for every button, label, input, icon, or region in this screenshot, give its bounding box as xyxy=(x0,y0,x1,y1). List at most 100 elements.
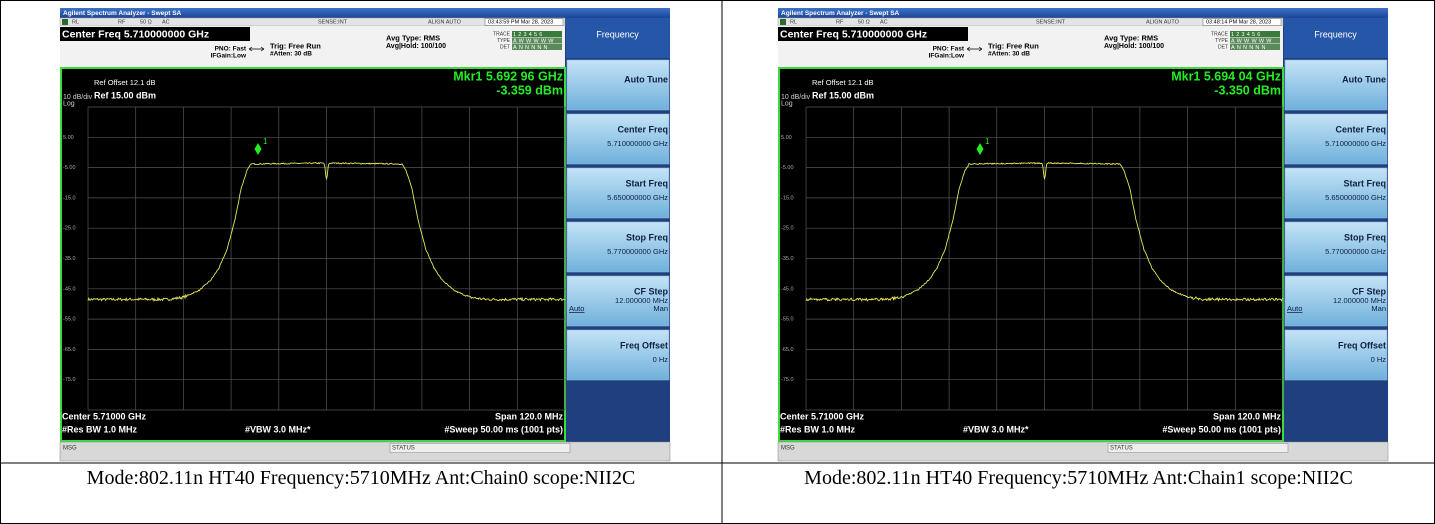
status-item: ALIGN AUTO xyxy=(1146,20,1180,26)
trig: Trig: Free Run xyxy=(988,41,1039,50)
msg: MSG xyxy=(63,446,77,452)
menu-button-label: Stop Freq xyxy=(1344,232,1386,242)
status-item: SENSE:INT xyxy=(1036,20,1066,26)
menu-button-man: Man xyxy=(1371,304,1386,313)
res-bw: #Res BW 1.0 MHz xyxy=(62,424,138,434)
marker-diamond xyxy=(254,143,262,155)
menu-button-value: 5.650000000 GHz xyxy=(607,193,668,202)
caption: Mode:802.11n HT40 Frequency:5710MHz Ant:… xyxy=(804,467,1353,489)
avg-type: Avg Type: RMS xyxy=(1104,33,1158,42)
trace-row-value: ANNNNN xyxy=(513,45,550,51)
menu-button-auto: Auto xyxy=(569,304,584,313)
title-bar xyxy=(778,8,1388,18)
status-item: ALIGN AUTO xyxy=(428,20,462,26)
res-bw: #Res BW 1.0 MHz xyxy=(780,424,856,434)
trace-row-label: TRACE xyxy=(493,31,511,37)
avg-hold: Avg|Hold: 100/100 xyxy=(1104,43,1164,50)
menu-button xyxy=(1284,59,1388,111)
trig: Trig: Free Run xyxy=(270,41,321,50)
center: Center 5.71000 GHz xyxy=(62,411,147,421)
marker-diamond xyxy=(976,143,984,155)
ref-level: Ref 15.00 dBm xyxy=(94,90,156,100)
y-label: -25.0 xyxy=(63,226,76,232)
menu-button xyxy=(1284,167,1388,219)
avg-type: Avg Type: RMS xyxy=(386,33,440,42)
menu-button-label: Center Freq xyxy=(1335,124,1386,134)
atten: #Atten: 30 dB xyxy=(988,51,1030,58)
menu-button-label: Auto Tune xyxy=(1342,74,1386,84)
status-box xyxy=(1107,443,1289,453)
marker-number: 1 xyxy=(985,137,990,146)
trace-row-value: ANNNNN xyxy=(1231,45,1268,51)
menu-button-label: Start Freq xyxy=(625,178,668,188)
center-freq: Center Freq 5.710000000 GHz xyxy=(780,28,927,40)
menu-button xyxy=(566,59,670,111)
trace-row-box xyxy=(512,44,562,50)
trace-row-label: DET xyxy=(1218,44,1228,50)
trace-row-box xyxy=(1230,31,1280,37)
status-item: 50 Ω xyxy=(858,20,870,26)
title-bar xyxy=(60,8,670,18)
status-item: RF xyxy=(118,20,126,26)
pno-arrow xyxy=(248,46,265,52)
menu-button-auto: Auto xyxy=(1287,304,1302,313)
span: Span 120.0 MHz xyxy=(1213,411,1282,421)
log-label: Log xyxy=(781,100,793,107)
status-item: AC xyxy=(880,20,888,26)
ref-level: Ref 15.00 dBm xyxy=(812,90,874,100)
y-label: -25.0 xyxy=(781,226,794,232)
atten: #Atten: 30 dB xyxy=(270,51,312,58)
center-freq: Center Freq 5.710000000 GHz xyxy=(62,28,209,40)
trace-row-label: TYPE xyxy=(1215,38,1229,44)
menu-button-value: 0 Hz xyxy=(653,355,669,364)
trace-row-label: TRACE xyxy=(1211,31,1229,37)
menu-button-label: Center Freq xyxy=(617,124,668,134)
menu-button-man: Man xyxy=(653,304,668,313)
trace-row-label: TYPE xyxy=(497,38,511,44)
trace-row-box xyxy=(512,37,562,44)
menu-button-value: 0 Hz xyxy=(1371,355,1387,364)
log-label: Log xyxy=(63,100,75,107)
y-label: -55.0 xyxy=(63,317,76,323)
menu-button xyxy=(566,275,670,327)
menu-button-label: Auto Tune xyxy=(624,74,668,84)
menu-button xyxy=(1284,221,1388,273)
y-label: -45.0 xyxy=(781,286,794,292)
trace-row-value: AWWWWW xyxy=(513,38,556,44)
menu-button xyxy=(1284,329,1388,381)
menu-button xyxy=(566,221,670,273)
menu-button-label: CF Step xyxy=(1352,286,1387,296)
title-bar-text: Agilent Spectrum Analyzer - Swept SA xyxy=(781,10,900,17)
status-item: RL xyxy=(790,20,797,26)
menu-button-label: Start Freq xyxy=(1343,178,1386,188)
sweep: #Sweep 50.00 ms (1001 pts) xyxy=(1162,424,1281,434)
trace-row-box xyxy=(512,31,562,37)
analyzer-screenshot: Agilent Spectrum Analyzer - Swept SA RL RF… xyxy=(59,8,671,462)
title-bar-text: Agilent Spectrum Analyzer - Swept SA xyxy=(63,10,182,17)
status-box xyxy=(389,443,571,453)
menu-button-label: Freq Offset xyxy=(1338,340,1386,350)
ref-offset: Ref Offset 12.1 dB xyxy=(94,78,156,87)
sweep: #Sweep 50.00 ms (1001 pts) xyxy=(444,424,563,434)
menu-button xyxy=(1284,113,1388,165)
pno: PNO: Fast xyxy=(933,46,965,53)
trace xyxy=(805,161,1284,302)
menu-title-bg xyxy=(566,18,670,58)
timestamp: 03:43:59 PM Mar 28, 2023 xyxy=(488,20,553,26)
marker-freq: Mkr1 5.692 96 GHz xyxy=(453,69,563,83)
menu-button xyxy=(566,113,670,165)
status-item: RL xyxy=(72,20,79,26)
menu-button-value: 5.650000000 GHz xyxy=(1325,193,1386,202)
status-icon xyxy=(62,19,68,25)
center-freq-box xyxy=(778,27,968,41)
y-label: -75.0 xyxy=(63,377,76,383)
y-label: -15.0 xyxy=(781,195,794,201)
y-label: -35.0 xyxy=(63,256,76,262)
ifgain: IFGain:Low xyxy=(929,53,965,60)
menu-button-value: 5.770000000 GHz xyxy=(607,247,668,256)
scale: 10 dB/div xyxy=(63,94,93,101)
avg-hold: Avg|Hold: 100/100 xyxy=(386,43,446,50)
status: STATUS xyxy=(1110,446,1133,452)
trace-row-label: DET xyxy=(500,44,510,50)
y-label: -15.0 xyxy=(63,195,76,201)
